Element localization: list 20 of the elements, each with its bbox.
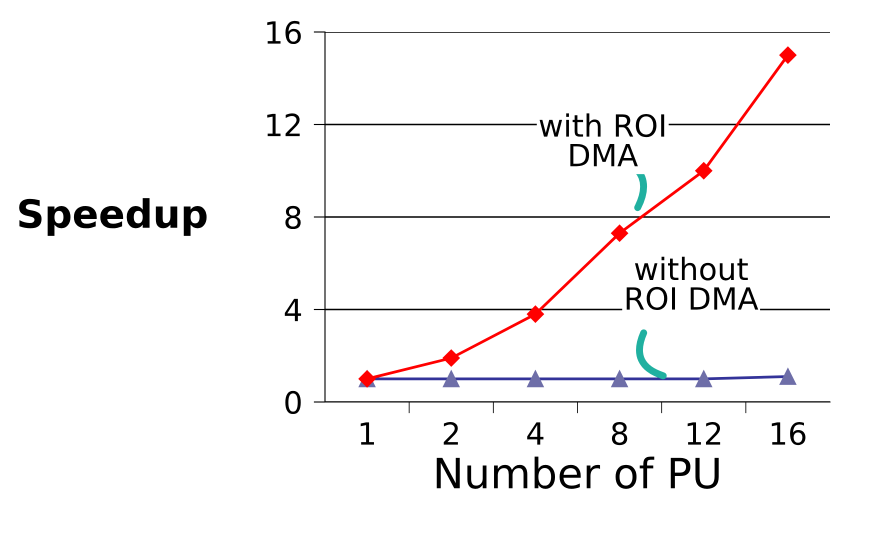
y-axis-title: Speedup xyxy=(19,198,207,236)
y-tick-label: 4 xyxy=(284,298,302,322)
x-tick-label: 2 xyxy=(444,422,458,445)
y-tick-label: 0 xyxy=(285,390,301,414)
point xyxy=(442,350,460,367)
series-label: with ROI DMA xyxy=(540,113,664,166)
point xyxy=(695,162,712,180)
point xyxy=(611,224,628,242)
point xyxy=(779,46,796,64)
text: without ROI DMA xyxy=(626,256,758,310)
x-tick-label: 16 xyxy=(772,422,806,446)
x-tick-label: 1 xyxy=(360,422,374,445)
y-tick-label: 12 xyxy=(267,113,300,136)
x-tick-label: 8 xyxy=(612,422,628,446)
x-tick-label: 4 xyxy=(527,422,544,445)
point xyxy=(526,306,544,323)
y-tick-label: 16 xyxy=(267,20,301,44)
x-axis-title: Number of PU xyxy=(436,456,719,489)
x-tick-label: 12 xyxy=(688,422,720,445)
y-tick-label: 8 xyxy=(285,206,301,230)
